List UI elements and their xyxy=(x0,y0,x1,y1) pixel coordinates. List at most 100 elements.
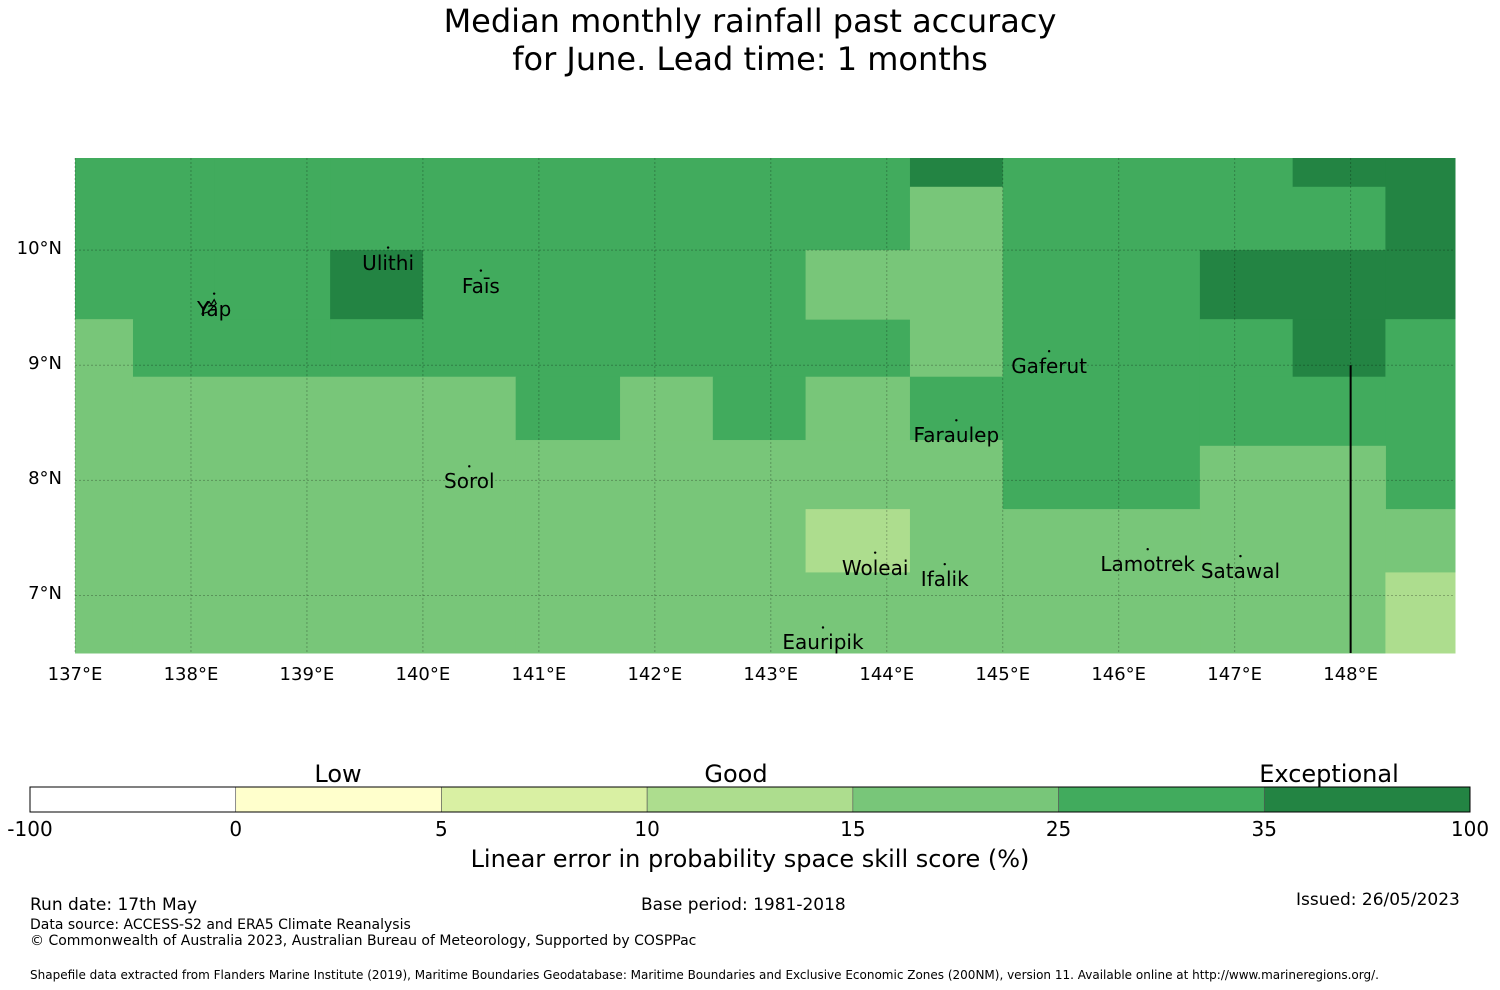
place-label: Faraulep xyxy=(913,423,1000,448)
lon-tick-label: 145°E xyxy=(975,664,1031,685)
heatmap-cell-30 xyxy=(1199,376,1386,447)
lon-tick-label: 142°E xyxy=(627,664,683,685)
lon-tick-label: 146°E xyxy=(1091,664,1147,685)
heatmap-cell-6 xyxy=(330,319,424,378)
colorbar-label-good: Good xyxy=(704,760,768,788)
colorbar-swatch xyxy=(1263,786,1471,813)
place-label: Faīs xyxy=(461,273,500,298)
heatmap-cell-1 xyxy=(75,319,134,654)
place-label: Ulithi xyxy=(362,250,415,275)
shapefile-credit: Shapefile data extracted from Flanders M… xyxy=(30,968,1379,982)
island-marker xyxy=(943,562,946,566)
map-title-line1: Median monthly rainfall past accuracy xyxy=(443,2,1057,40)
lon-tick-label: 141°E xyxy=(511,664,567,685)
heatmap-cell-3 xyxy=(214,158,331,320)
island-marker xyxy=(386,246,390,249)
place-markers xyxy=(201,246,1242,629)
island-marker xyxy=(873,551,877,554)
lon-tick-label: 137°E xyxy=(47,664,103,685)
place-label: Eauripik xyxy=(782,630,864,655)
colorbar-tick: 100 xyxy=(1450,817,1490,841)
heatmap-cell-17 xyxy=(805,250,911,320)
island-marker xyxy=(1146,548,1149,551)
base-period: Base period: 1981-2018 xyxy=(641,895,846,915)
heatmap-cells xyxy=(75,158,1456,654)
heatmap-cell-26 xyxy=(1002,250,1201,510)
colorbar-tick: 0 xyxy=(229,817,243,841)
heatmap-cell-33 xyxy=(1002,509,1201,654)
heatmap-cell-12 xyxy=(805,376,911,441)
issued-date: Issued: 26/05/2023 xyxy=(1296,890,1460,910)
island-marker xyxy=(479,269,483,272)
colorbar-tick: 5 xyxy=(435,817,448,841)
colorbar-tick: 10 xyxy=(634,817,660,841)
heatmap-cell-10 xyxy=(620,376,714,441)
lat-tick-label: 9°N xyxy=(28,353,62,375)
heatmap-cell-18 xyxy=(909,158,1004,188)
colorbar-swatch xyxy=(1058,786,1265,813)
heatmap-cell-2 xyxy=(132,319,331,378)
copyright: © Commonwealth of Australia 2023, Austra… xyxy=(30,933,697,949)
heatmap-cell-20 xyxy=(909,376,1004,441)
heatmap-cell-22 xyxy=(1002,158,1294,251)
lon-tick-label: 139°E xyxy=(279,664,335,685)
place-label: Gaferut xyxy=(1011,354,1088,379)
place-label: Lamotrek xyxy=(1100,552,1196,577)
heatmap-cell-13 xyxy=(515,440,807,654)
heatmap-cell-24 xyxy=(1292,186,1386,251)
lon-tick-label: 143°E xyxy=(743,664,799,685)
lon-tick-label: 147°E xyxy=(1207,664,1263,685)
island-marker xyxy=(1047,350,1051,353)
map-title-line2: for June. Lead time: 1 months xyxy=(512,40,988,78)
island-marker xyxy=(955,419,958,422)
heatmap-cell-14 xyxy=(805,440,911,510)
heatmap-cell-9 xyxy=(515,376,621,441)
run-date: Run date: 17th May xyxy=(30,895,198,915)
yap-island-shape xyxy=(201,298,217,315)
colorbar-tick: 15 xyxy=(840,817,866,841)
island-marker xyxy=(821,626,825,629)
heatmap-cell-27 xyxy=(1199,250,1386,320)
heatmap-cell-29 xyxy=(1292,319,1386,378)
lon-tick-label: 140°E xyxy=(395,664,451,685)
heatmap-cell-0 xyxy=(75,158,215,320)
island-marker xyxy=(1239,554,1242,558)
place-label: Woleai xyxy=(841,555,909,580)
heatmap-cell-25 xyxy=(1385,158,1456,320)
lat-tick-label: 8°N xyxy=(28,468,62,490)
colorbar-title: Linear error in probability space skill … xyxy=(470,845,1030,873)
heatmap-cell-23 xyxy=(1292,158,1386,188)
heatmap-cell-5 xyxy=(330,250,424,320)
lon-tick-label: 138°E xyxy=(163,664,219,685)
heatmap-cell-34 xyxy=(1385,509,1456,573)
heatmap-cell-28 xyxy=(1199,319,1294,378)
colorbar-tick: 25 xyxy=(1045,817,1072,841)
heatmap-cell-21 xyxy=(909,440,1004,654)
heatmap-cell-15 xyxy=(805,509,911,573)
heatmap-cell-11 xyxy=(712,376,807,441)
heatmap-cell-4 xyxy=(330,158,424,251)
colorbar-tick: -100 xyxy=(7,817,53,841)
island-marker xyxy=(212,292,216,295)
colorbar-label-low: Low xyxy=(314,760,362,788)
island-marker xyxy=(468,465,471,468)
place-label: Sorol xyxy=(444,469,495,494)
colorbar-frame xyxy=(29,786,1471,813)
place-label: Ifalik xyxy=(920,567,969,592)
lon-tick-label: 148°E xyxy=(1323,664,1378,685)
place-label: Yap xyxy=(196,296,232,321)
colorbar-swatch xyxy=(852,786,1059,813)
data-source: Data source: ACCESS-S2 and ERA5 Climate … xyxy=(30,917,411,933)
heatmap-cell-19 xyxy=(909,186,1004,378)
colorbar-label-exceptional: Exceptional xyxy=(1259,760,1399,788)
lat-tick-label: 7°N xyxy=(28,583,62,605)
place-label: Satawal xyxy=(1200,559,1281,584)
graticule xyxy=(74,158,1455,653)
lon-tick-label: 144°E xyxy=(859,664,915,685)
lat-tick-label: 10°N xyxy=(16,238,62,260)
heatmap-cell-32 xyxy=(1199,445,1386,654)
heatmap-cell-31 xyxy=(1385,319,1456,510)
heatmap-cell-8 xyxy=(132,376,517,654)
colorbar-swatch xyxy=(646,786,854,813)
